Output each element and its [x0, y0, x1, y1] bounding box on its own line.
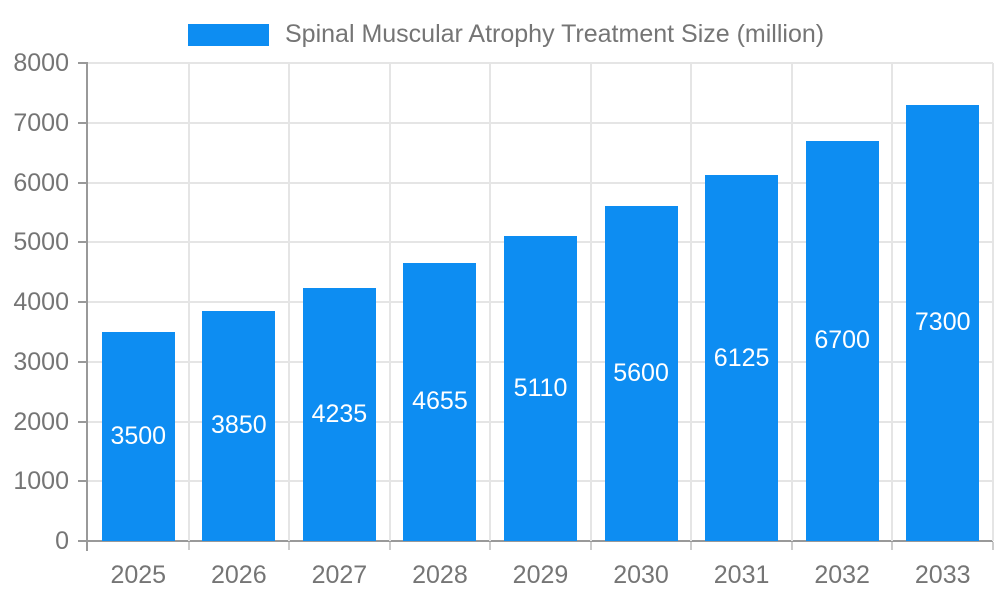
x-axis-tick-label: 2030	[613, 561, 669, 589]
gridline-vertical	[489, 63, 492, 541]
x-axis-tick-mark	[690, 542, 693, 550]
gridline-vertical	[891, 63, 894, 541]
y-axis-line	[86, 63, 88, 551]
y-axis-tick-mark	[78, 121, 88, 124]
bar-value-label: 7300	[914, 308, 971, 337]
bar-value-label: 4235	[311, 399, 368, 428]
gridline-vertical	[690, 63, 693, 541]
x-axis-tick-mark	[790, 542, 793, 550]
bar-2028[interactable]: 4655	[403, 262, 477, 541]
bar-2031[interactable]: 6125	[705, 175, 779, 541]
y-axis-tick-label: 7000	[13, 108, 69, 137]
x-axis-tick-label: 2026	[211, 561, 267, 589]
y-axis-tick-label: 1000	[13, 467, 69, 496]
y-axis-tick-mark	[78, 181, 88, 184]
x-axis-tick-mark	[187, 542, 190, 550]
x-axis-line	[88, 540, 993, 542]
y-axis-tick-label: 0	[55, 527, 69, 555]
y-axis-tick-mark	[78, 360, 88, 363]
x-axis-tick-mark	[891, 542, 894, 550]
bar-2029[interactable]: 5110	[504, 235, 577, 541]
x-axis-tick-label: 2025	[110, 561, 167, 589]
y-axis-tick-mark	[78, 480, 88, 483]
x-axis-tick-mark	[388, 542, 391, 550]
gridline-horizontal	[88, 62, 993, 64]
gridline-vertical	[790, 63, 793, 541]
bar-value-label: 4655	[412, 387, 468, 416]
x-axis-tick-label: 2032	[814, 561, 870, 589]
x-axis-tick-mark	[288, 542, 291, 550]
plot-area: 3500 3850 4235 4655 5110 5600 6125 6700 7300	[88, 62, 994, 541]
bar-2033[interactable]: 7300	[906, 104, 980, 541]
x-axis-tick-label: 2033	[914, 561, 971, 589]
x-axis-tick-label: 2031	[713, 561, 770, 589]
y-axis-tick-mark	[78, 301, 88, 303]
y-axis-tick-label: 6000	[13, 168, 69, 197]
gridline-vertical	[288, 63, 291, 541]
x-axis-tick-mark	[589, 542, 592, 550]
bar-value-label: 5110	[513, 373, 568, 402]
bar-value-label: 6125	[713, 343, 770, 372]
bar-value-label: 5600	[613, 359, 669, 388]
legend-swatch-icon	[188, 23, 269, 46]
gridline-vertical	[992, 63, 994, 541]
bar-value-label: 6700	[814, 326, 870, 355]
y-axis-tick-mark	[78, 241, 88, 244]
gridline-horizontal	[88, 181, 993, 184]
x-axis-tick-mark	[489, 542, 492, 550]
y-axis-tick-label: 8000	[13, 49, 69, 77]
bar-2025[interactable]: 3500	[101, 331, 175, 541]
y-axis-tick-label: 2000	[13, 407, 69, 436]
gridline-vertical	[589, 63, 592, 541]
gridline-horizontal	[88, 121, 993, 124]
gridline-vertical	[388, 63, 391, 541]
x-axis-tick-mark	[992, 542, 994, 550]
y-axis-tick-mark	[78, 420, 88, 423]
legend-label: Spinal Muscular Atrophy Treatment Size (…	[285, 20, 825, 48]
bar-2030[interactable]: 5600	[604, 206, 678, 541]
y-axis-tick-label: 3000	[13, 347, 69, 376]
bar-2032[interactable]: 6700	[805, 140, 879, 541]
y-axis-tick-mark	[78, 540, 88, 542]
gridline-vertical	[187, 63, 190, 541]
y-axis-tick-label: 4000	[13, 288, 69, 316]
x-axis-tick-label: 2029	[512, 561, 569, 589]
x-axis-tick-label: 2028	[412, 561, 468, 589]
bar-value-label: 3850	[211, 411, 267, 440]
bar-value-label: 3500	[110, 421, 167, 450]
x-axis-tick-label: 2027	[311, 561, 368, 589]
legend[interactable]: Spinal Muscular Atrophy Treatment Size (…	[188, 20, 824, 49]
y-axis-tick-mark	[78, 62, 88, 64]
y-axis-tick-label: 5000	[13, 228, 69, 257]
bar-2027[interactable]: 4235	[302, 287, 376, 541]
bar-2026[interactable]: 3850	[202, 310, 276, 541]
